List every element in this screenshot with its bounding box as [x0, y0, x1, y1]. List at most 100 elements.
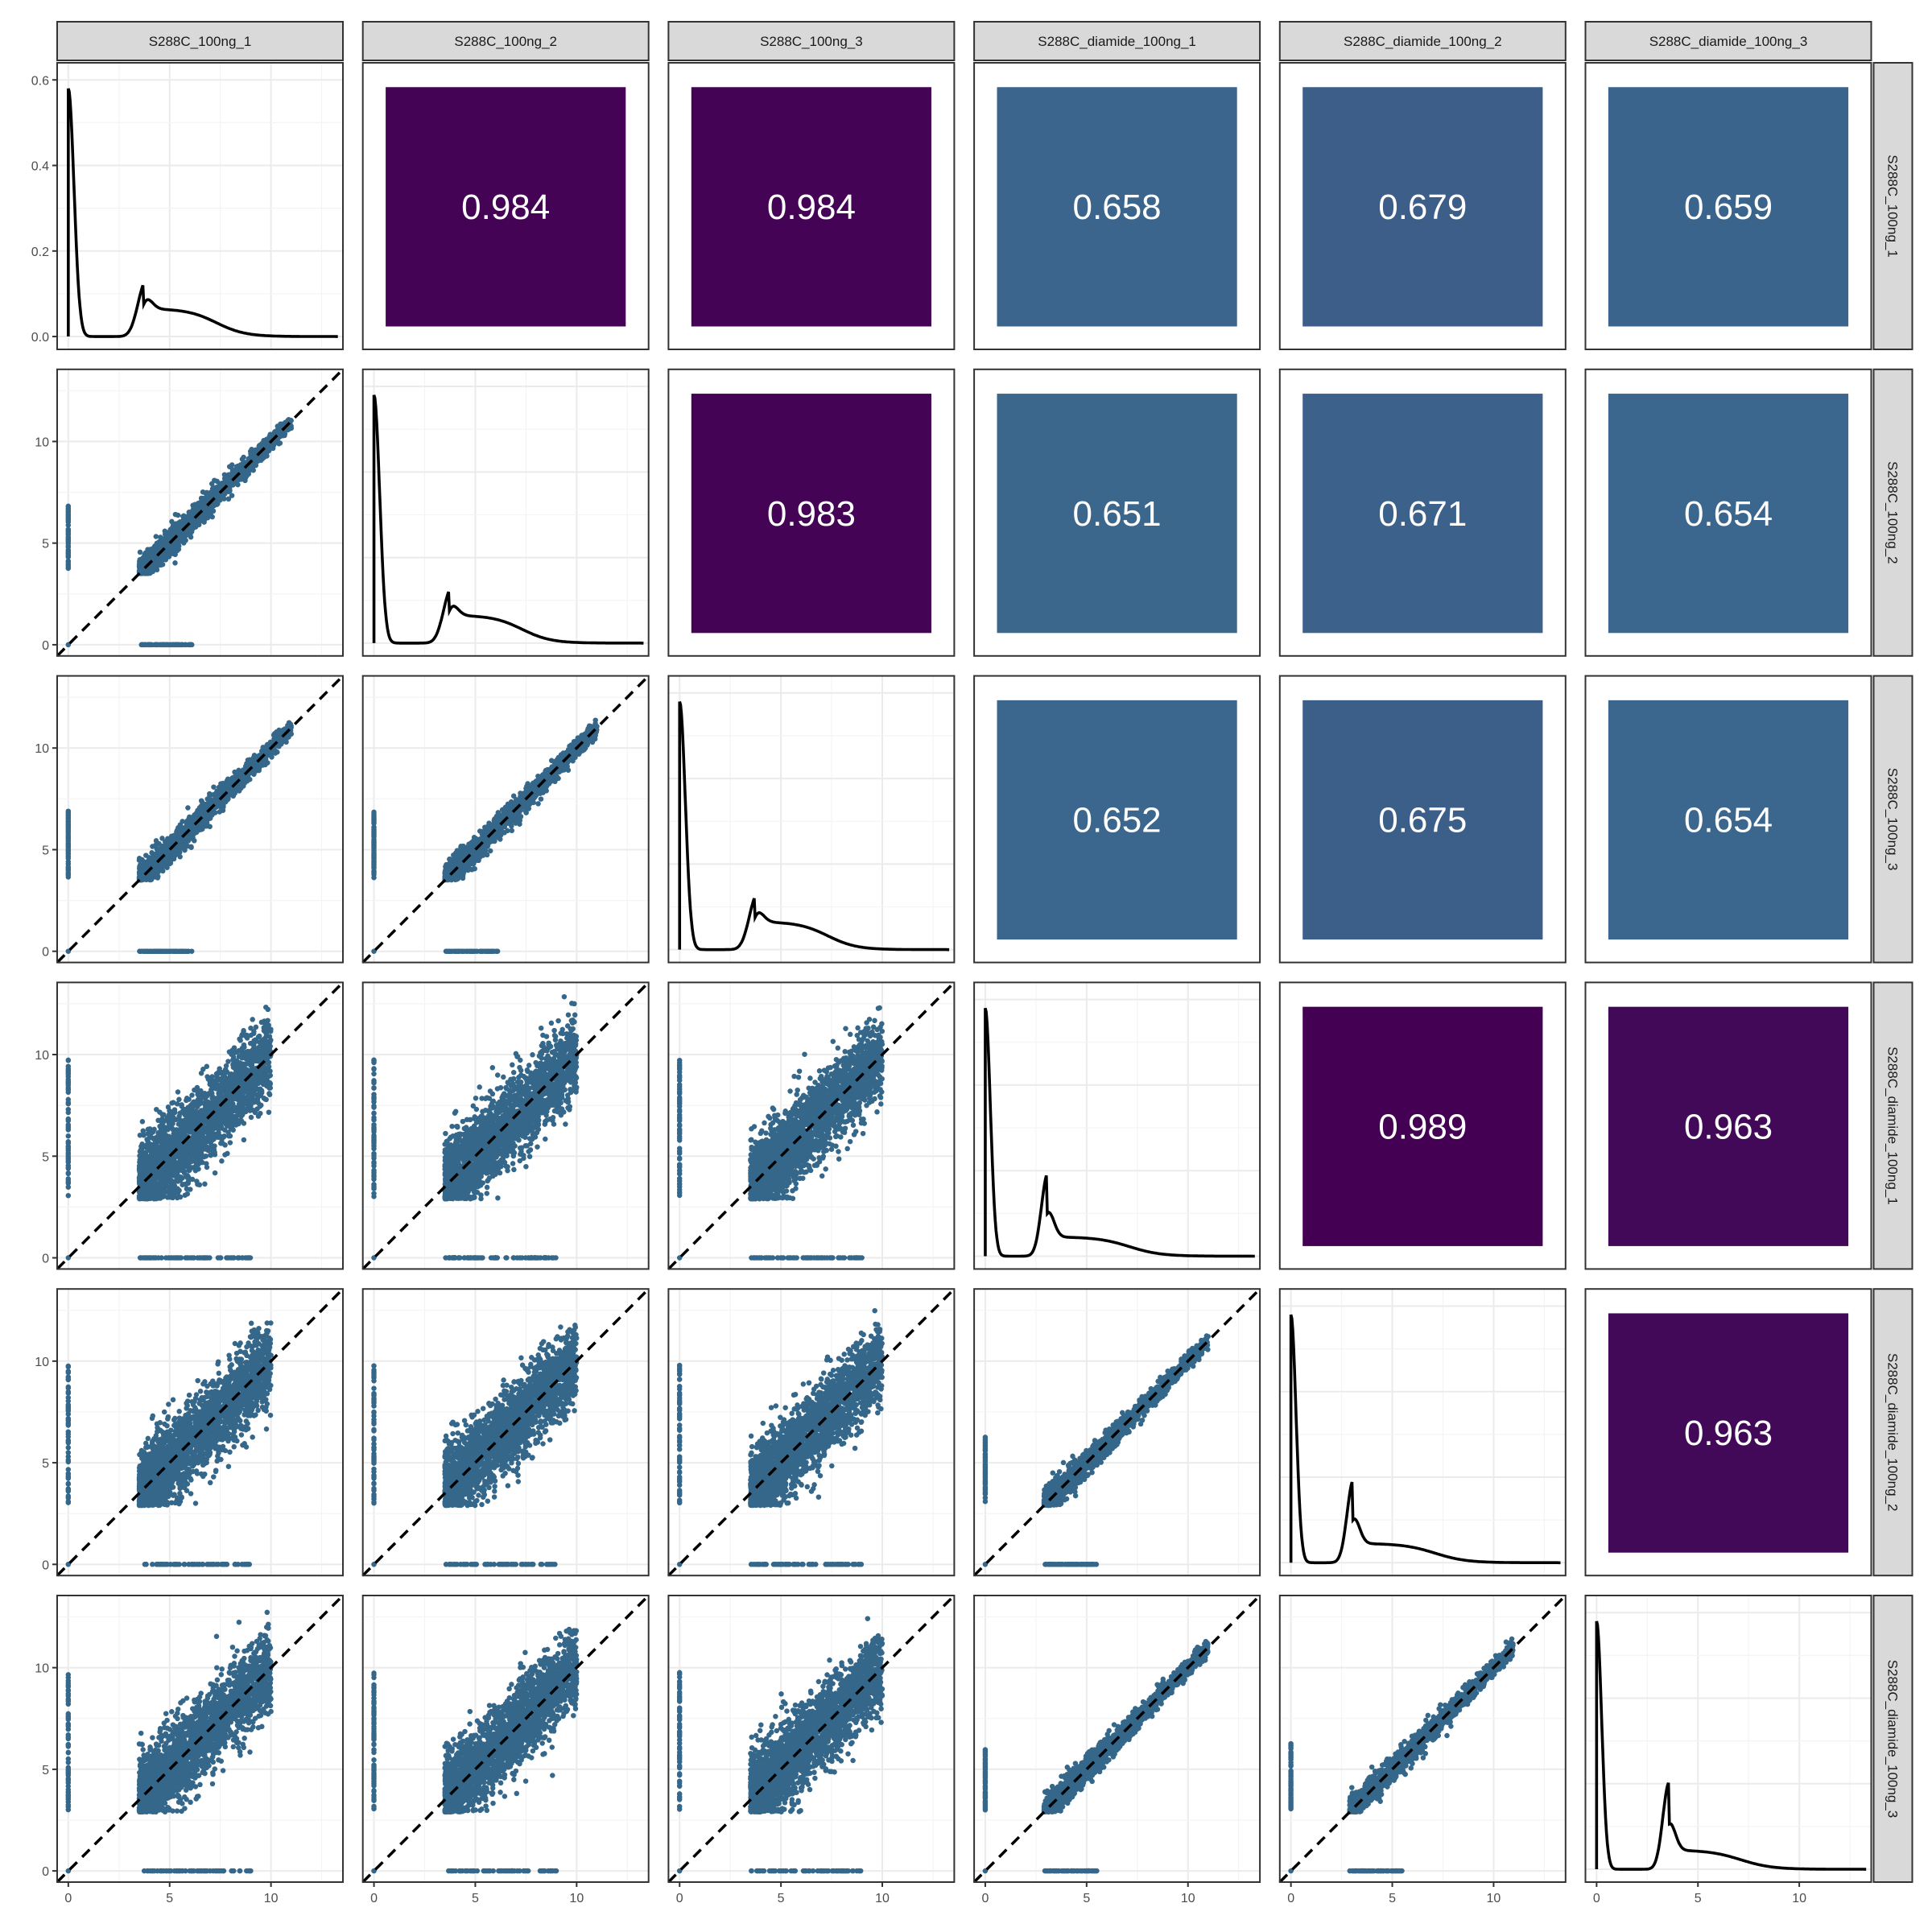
y-tick-label: 0 [42, 1558, 49, 1572]
scatter-points [371, 1626, 580, 1874]
scatter-points [65, 1004, 274, 1261]
y-tick-label: 0 [42, 1865, 49, 1879]
y-tick-label: 0.0 [31, 331, 49, 345]
row-strip-label: S288C_100ng_1 [1885, 155, 1901, 258]
y-tick-label: 10 [35, 1662, 49, 1676]
identity-line [56, 368, 345, 658]
identity-line [667, 1594, 956, 1884]
panel-border [667, 1595, 956, 1883]
correlation-tile [1608, 700, 1849, 940]
correlation-tile [1608, 1313, 1849, 1553]
panel-2-5: 0.654 [1584, 675, 1872, 964]
column-strip-label: S288C_diamide_100ng_3 [1649, 34, 1808, 49]
panel-2-3: 0.652 [973, 675, 1261, 964]
correlation-value: 0.963 [1684, 1107, 1773, 1146]
panel-0-4: 0.679 [1278, 62, 1567, 350]
panel-border [667, 62, 956, 350]
panel-border [1278, 368, 1567, 657]
y-tick-label: 0.6 [31, 74, 49, 88]
row-strip-label: S288C_100ng_3 [1885, 768, 1901, 871]
x-tick-label: 5 [1083, 1892, 1090, 1905]
correlation-value: 0.989 [1378, 1107, 1467, 1146]
panel-border [361, 675, 650, 964]
x-tick-label: 0 [1593, 1892, 1600, 1905]
density-curve [372, 394, 644, 645]
scatter-points [371, 993, 580, 1261]
column-strip-label: S288C_diamide_100ng_1 [1038, 34, 1196, 49]
panel-border [973, 675, 1261, 964]
panel-1-1 [361, 368, 650, 657]
panel-1-5: 0.654 [1584, 368, 1872, 657]
panel-border [973, 368, 1261, 657]
correlation-tile [997, 87, 1237, 327]
panel-border [361, 62, 650, 350]
correlation-value: 0.679 [1378, 188, 1467, 227]
correlation-value: 0.671 [1378, 494, 1467, 534]
y-tick-label: 5 [42, 844, 49, 857]
identity-line [361, 981, 650, 1270]
row-strip-label: S288C_diamide_100ng_2 [1885, 1353, 1901, 1512]
panel-background [1585, 1596, 1872, 1882]
correlation-value: 0.654 [1684, 801, 1773, 840]
panel-border [1584, 1288, 1872, 1577]
x-tick-label: 0 [64, 1892, 72, 1905]
panel-0-5: 0.659 [1584, 62, 1872, 350]
panel-background [1279, 1289, 1566, 1576]
panel-3-2 [667, 981, 956, 1270]
row-strip [1872, 1288, 1913, 1577]
correlation-tile [691, 394, 931, 634]
scatter-points [676, 1005, 886, 1261]
panel-4-2 [667, 1287, 956, 1577]
correlation-tile [691, 87, 931, 327]
panel-0-3: 0.658 [973, 62, 1261, 350]
column-strip-label: S288C_100ng_3 [760, 34, 863, 49]
panel-border [56, 1288, 344, 1577]
panel-2-0 [56, 675, 345, 964]
correlation-value: 0.675 [1378, 801, 1467, 840]
panel-4-3 [972, 1287, 1261, 1577]
panel-3-0 [56, 981, 345, 1270]
column-strip [1584, 21, 1872, 61]
panel-border [973, 1288, 1261, 1577]
x-tick-label: 5 [778, 1892, 785, 1905]
x-tick-label: 10 [264, 1892, 279, 1905]
row-strip-label: S288C_100ng_2 [1885, 461, 1901, 564]
row-strip-label: S288C_diamide_100ng_1 [1885, 1046, 1901, 1205]
panel-background [974, 982, 1261, 1269]
x-tick-label: 10 [1181, 1892, 1195, 1905]
x-tick-label: 10 [1487, 1892, 1501, 1905]
correlation-tile [1302, 700, 1543, 940]
panel-1-0 [56, 368, 345, 658]
panel-border [1584, 675, 1872, 964]
density-curve [1595, 1620, 1867, 1871]
correlation-value: 0.984 [461, 188, 550, 227]
correlation-tile [1302, 87, 1543, 327]
y-tick-label: 5 [42, 1150, 49, 1164]
density-curve [678, 700, 950, 952]
identity-line [361, 1287, 650, 1577]
panel-border [56, 1595, 344, 1883]
identity-line [361, 1594, 650, 1884]
row-strip-label: S288C_diamide_100ng_3 [1885, 1660, 1901, 1818]
panel-0-1: 0.984 [361, 62, 650, 350]
panel-3-5: 0.963 [1584, 981, 1872, 1270]
panel-border [1584, 1595, 1872, 1883]
panel-border [361, 981, 650, 1270]
identity-line [667, 981, 956, 1270]
panel-border [973, 1595, 1261, 1883]
identity-line [972, 1287, 1261, 1577]
identity-line [56, 1594, 345, 1884]
panel-border [1584, 981, 1872, 1270]
panel-border [1278, 675, 1567, 964]
y-tick-label: 10 [35, 1356, 49, 1369]
panel-border [56, 675, 344, 964]
identity-line [667, 1287, 956, 1577]
panel-border [1584, 368, 1872, 657]
panel-0-0 [56, 62, 344, 350]
panel-border [361, 368, 650, 657]
panel-border [56, 368, 344, 657]
scatter-points [65, 1320, 274, 1567]
correlation-tile [997, 700, 1237, 940]
column-strip-label: S288C_100ng_1 [149, 34, 252, 49]
identity-line [56, 981, 345, 1270]
